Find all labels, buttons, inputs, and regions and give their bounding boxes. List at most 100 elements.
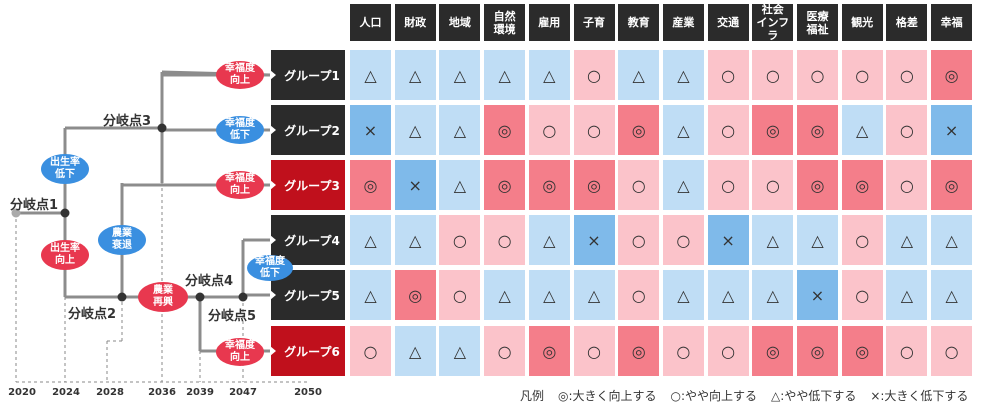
event-bubble: 幸福度 低下: [247, 255, 293, 281]
branch-node: [195, 292, 205, 302]
grid-cell: △: [797, 215, 838, 265]
grid-cell: ○: [886, 160, 928, 210]
grid-cell: ◎: [797, 326, 838, 376]
grid-cell: ○: [752, 160, 794, 210]
group-label: グループ6: [271, 326, 345, 376]
grid-cell: ×: [707, 215, 749, 265]
grid-cell: ○: [707, 160, 749, 210]
year-tick: 2047: [229, 387, 257, 398]
grid-cell: △: [439, 326, 481, 376]
grid-cell: △: [841, 105, 883, 155]
grid-cell: ○: [841, 270, 883, 320]
grid-cell: ○: [618, 270, 660, 320]
grid-cell: ○: [662, 326, 704, 376]
column-header: 雇用: [528, 4, 570, 41]
year-tick: 2036: [148, 387, 176, 398]
year-tick: 2028: [96, 387, 124, 398]
column-header: 社会 インフラ: [752, 3, 794, 42]
grid-cell: ◎: [528, 160, 570, 210]
grid-cell: ○: [707, 105, 749, 155]
grid-cell: △: [886, 215, 928, 265]
grid-cell: ○: [439, 215, 481, 265]
grid-cell: ◎: [752, 326, 794, 376]
event-bubble: 幸福度 向上: [216, 61, 264, 89]
grid-cell: ○: [841, 215, 883, 265]
grid-cell: ×: [394, 160, 436, 210]
grid-cell: ◎: [797, 160, 838, 210]
grid-cell: △: [707, 270, 749, 320]
grid-cell: ◎: [618, 326, 660, 376]
grid-cell: △: [394, 215, 436, 265]
group-label: グループ1: [271, 50, 345, 100]
grid-cell: ×: [797, 270, 838, 320]
column-header: 地域: [439, 4, 481, 41]
grid-cell: △: [752, 215, 794, 265]
grid-cell: ○: [618, 215, 660, 265]
grid-cell: ◎: [797, 105, 838, 155]
grid-cell: △: [752, 270, 794, 320]
grid-cell: ◎: [484, 105, 526, 155]
grid-cell: ◎: [528, 326, 570, 376]
legend-title: 凡例: [520, 389, 545, 403]
grid-cell: ○: [573, 326, 615, 376]
grid-cell: ◎: [484, 160, 526, 210]
branch-node: [117, 292, 127, 302]
legend: 凡例 ◎:大きく向上する ○:やや向上する △:やや低下する ×:大きく低下する: [520, 387, 968, 404]
column-header: 産業: [662, 4, 704, 41]
grid-cell: ○: [931, 326, 973, 376]
grid-cell: ◎: [394, 270, 436, 320]
branch-point-label: 分岐点2: [68, 307, 117, 322]
branch-point-label: 分岐点5: [208, 309, 257, 324]
grid-cell: △: [350, 50, 391, 100]
year-tick: 2024: [52, 387, 80, 398]
grid-cell: ×: [931, 105, 973, 155]
column-header: 医療 福祉: [797, 4, 838, 41]
branch-node: [11, 208, 21, 218]
year-tick: 2020: [8, 387, 36, 398]
grid-cell: △: [484, 270, 526, 320]
grid-cell: ○: [484, 215, 526, 265]
grid-cell: △: [394, 105, 436, 155]
grid-cell: ◎: [931, 160, 973, 210]
grid-cell: △: [662, 50, 704, 100]
grid-cell: ◎: [350, 160, 391, 210]
event-bubble: 幸福度 向上: [216, 338, 264, 366]
grid-cell: △: [662, 160, 704, 210]
branch-node: [157, 123, 167, 133]
grid-cell: △: [350, 215, 391, 265]
grid-cell: ○: [707, 326, 749, 376]
grid-cell: ○: [484, 326, 526, 376]
column-header: 観光: [841, 4, 883, 41]
grid-cell: △: [662, 270, 704, 320]
column-header: 交通: [707, 4, 749, 41]
grid-cell: ○: [662, 215, 704, 265]
group-label: グループ4: [271, 215, 345, 265]
grid-cell: △: [439, 50, 481, 100]
branch-point-label: 分岐点1: [10, 198, 59, 213]
grid-cell: ○: [797, 50, 838, 100]
grid-cell: △: [528, 270, 570, 320]
grid-cell: ◎: [573, 160, 615, 210]
legend-item-slight-down: △:やや低下する: [771, 389, 857, 403]
branch-node: [60, 208, 70, 218]
grid-cell: △: [439, 160, 481, 210]
column-header: 自然 環境: [484, 4, 526, 41]
branch-point-label: 分岐点4: [185, 274, 234, 289]
event-bubble: 農業 衰退: [98, 225, 146, 255]
grid-cell: ○: [886, 105, 928, 155]
legend-item-great-up: ◎:大きく向上する: [558, 389, 657, 403]
group-label: グループ2: [271, 105, 345, 155]
grid-cell: △: [528, 50, 570, 100]
grid-cell: ◎: [752, 105, 794, 155]
column-header: 子育: [573, 4, 615, 41]
grid-cell: ○: [841, 50, 883, 100]
grid-cell: △: [439, 105, 481, 155]
event-bubble: 出生率 低下: [41, 154, 89, 184]
grid-cell: ◎: [841, 160, 883, 210]
event-bubble: 幸福度 低下: [216, 116, 264, 144]
grid-cell: ○: [573, 105, 615, 155]
grid-cell: ×: [573, 215, 615, 265]
grid-cell: ×: [350, 105, 391, 155]
grid-cell: ○: [350, 326, 391, 376]
year-tick: 2039: [186, 387, 214, 398]
